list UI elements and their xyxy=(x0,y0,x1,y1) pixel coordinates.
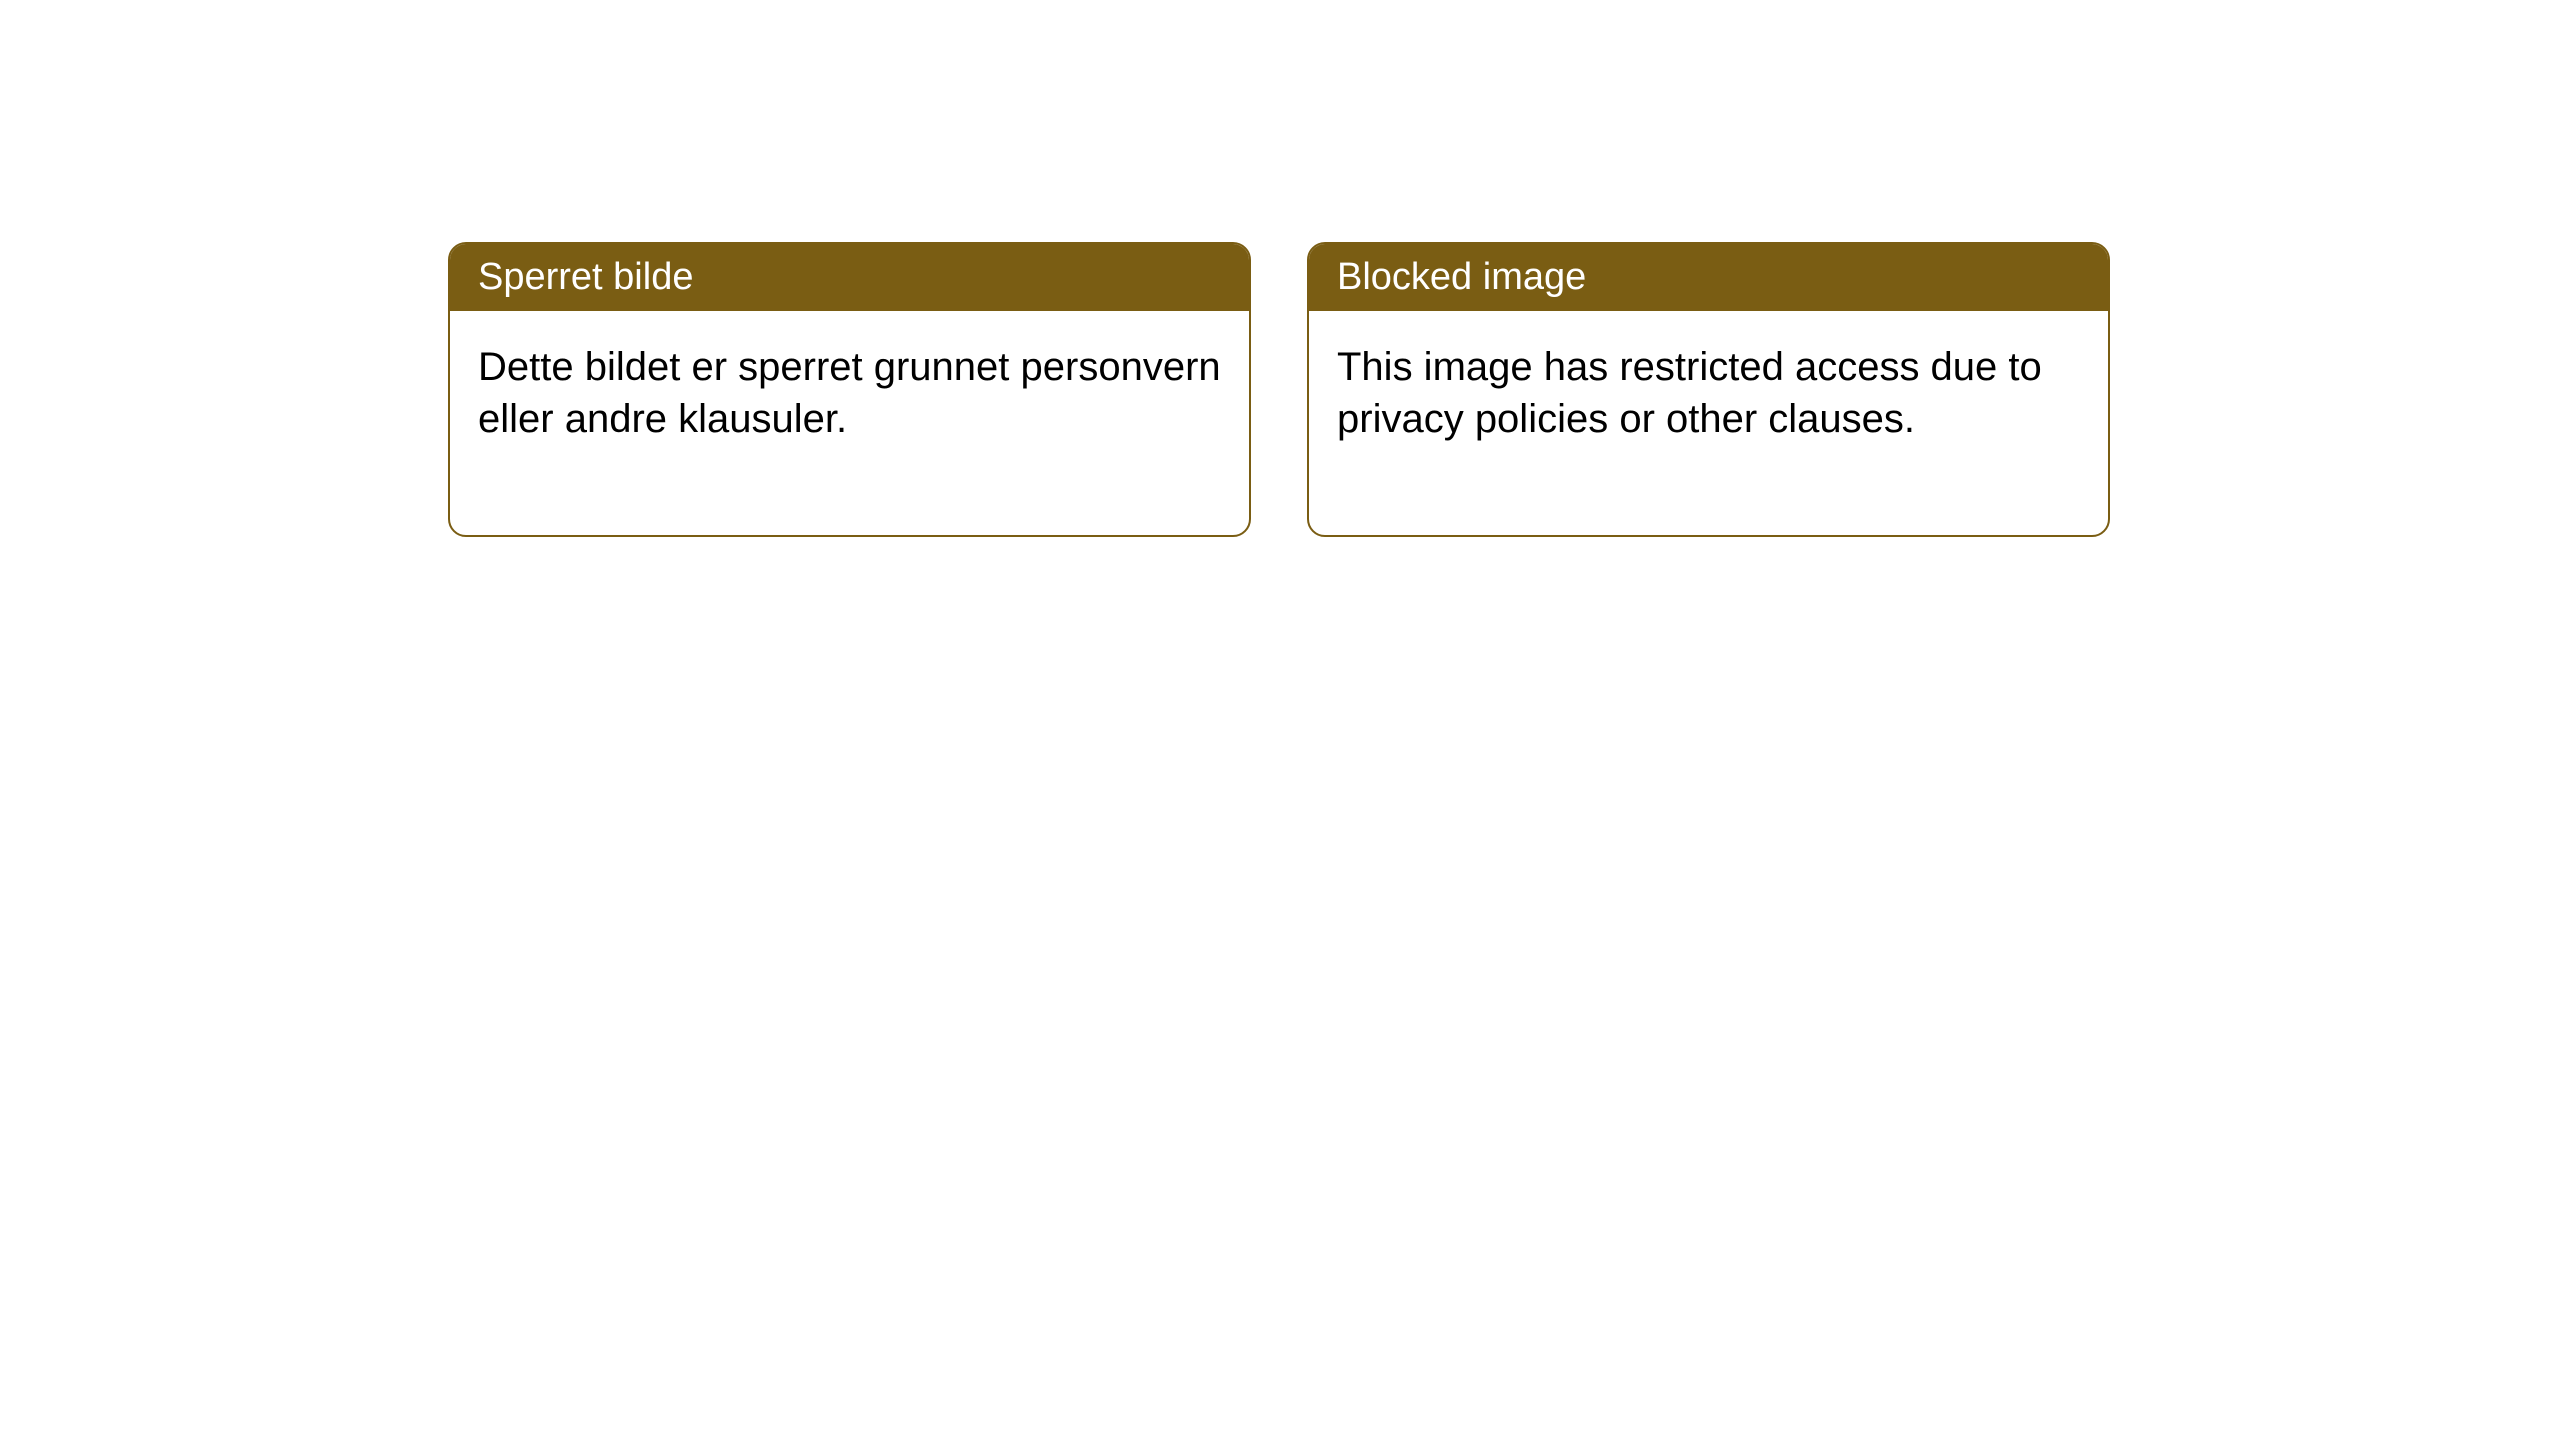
notice-container: Sperret bilde Dette bildet er sperret gr… xyxy=(448,242,2110,537)
notice-body-english: This image has restricted access due to … xyxy=(1309,311,2108,535)
notice-header-english: Blocked image xyxy=(1309,244,2108,311)
notice-box-norwegian: Sperret bilde Dette bildet er sperret gr… xyxy=(448,242,1251,537)
notice-box-english: Blocked image This image has restricted … xyxy=(1307,242,2110,537)
notice-header-norwegian: Sperret bilde xyxy=(450,244,1249,311)
notice-body-norwegian: Dette bildet er sperret grunnet personve… xyxy=(450,311,1249,535)
